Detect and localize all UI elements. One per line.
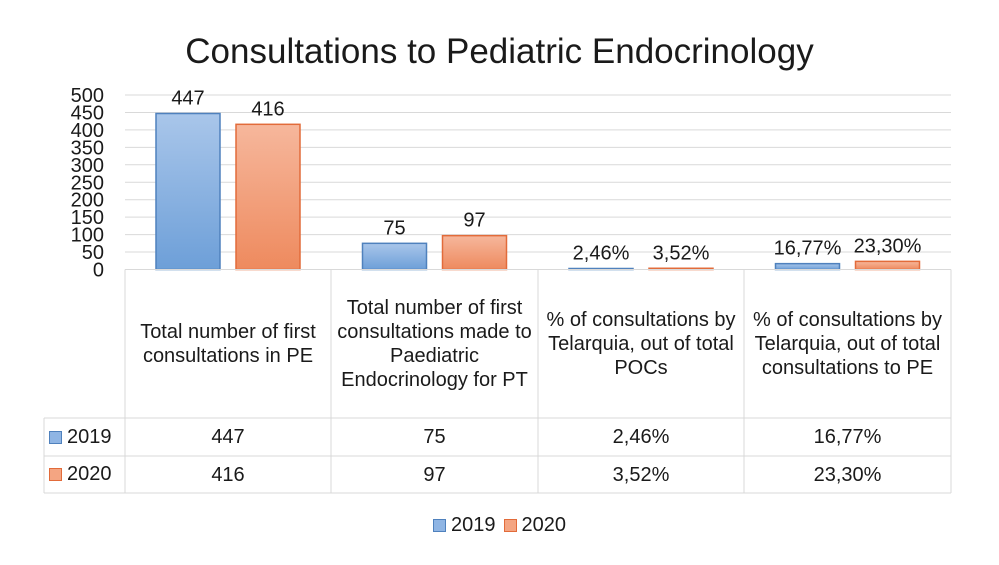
bar-2019-1 — [155, 112, 221, 271]
legend-label-2020: 2020 — [521, 514, 567, 536]
table-row-label-2020: 2020 — [49, 456, 112, 493]
table-swatch-2020 — [49, 468, 62, 481]
legend: 2019 2020 — [0, 514, 999, 537]
table-row-label-2019: 2019 — [49, 418, 112, 456]
legend-label-2019: 2019 — [451, 514, 496, 536]
table-cell-2019-1: 447 — [211, 426, 245, 448]
data-label-2019-2: 75 — [383, 217, 405, 239]
y-tick-label: 300 — [71, 155, 104, 177]
y-tick-label: 350 — [71, 137, 104, 159]
y-tick-label: 450 — [71, 102, 104, 124]
y-tick-label: 200 — [71, 190, 104, 212]
category-header-4: % of consultations by Telarquia, out of … — [753, 308, 942, 379]
data-label-2019-4: 16,77% — [774, 238, 842, 260]
table-cell-2019-2: 75 — [423, 426, 446, 448]
category-header-2: Total number of first consultations made… — [337, 296, 532, 391]
chart-title: Consultations to Pediatric Endocrinology — [185, 32, 814, 71]
category-header-1: Total number of first consultations in P… — [140, 320, 316, 367]
table-cell-2019-3: 2,46% — [612, 426, 670, 448]
bars — [155, 112, 921, 271]
data-label-2020-2: 97 — [463, 210, 485, 232]
y-tick-label: 50 — [82, 242, 104, 264]
legend-swatch-2020 — [503, 519, 517, 532]
bar-2019-2 — [361, 242, 428, 271]
data-label-2020-3: 3,52% — [653, 242, 710, 264]
table-cell-2020-1: 416 — [211, 463, 245, 486]
data-label-2020-4: 23,30% — [854, 235, 922, 257]
bar-2020-4 — [854, 260, 921, 271]
y-tick-label: 0 — [93, 260, 104, 282]
legend-item-2020: 2020 — [503, 514, 567, 537]
data-label-2020-1: 416 — [251, 98, 284, 120]
table-cell-2020-2: 97 — [423, 463, 446, 486]
table-cell-2019-4: 16,77% — [813, 426, 882, 448]
table-cell-2020-3: 3,52% — [612, 463, 670, 486]
y-tick-label: 250 — [71, 172, 104, 194]
data-labels: 447 416 75 97 2,46% 3,52% 16,77% 23,30% — [171, 87, 921, 264]
legend-swatch-2019 — [433, 519, 446, 532]
data-table-grid — [43, 269, 952, 494]
category-header-3: % of consultations by Telarquia, out of … — [546, 308, 736, 379]
y-tick-label: 100 — [71, 225, 104, 247]
y-tick-label: 400 — [71, 120, 104, 142]
bar-2020-2 — [441, 234, 508, 271]
y-tick-label: 500 — [71, 85, 104, 107]
table-cell-2020-4: 23,30% — [813, 463, 882, 486]
data-label-2019-1: 447 — [171, 87, 204, 109]
data-label-2019-3: 2,46% — [573, 243, 630, 265]
legend-item-2019: 2019 — [433, 514, 496, 537]
y-tick-label: 150 — [71, 207, 104, 229]
bar-2020-1 — [235, 123, 301, 271]
table-swatch-2019 — [49, 430, 62, 444]
bar-2019-4 — [774, 262, 841, 271]
